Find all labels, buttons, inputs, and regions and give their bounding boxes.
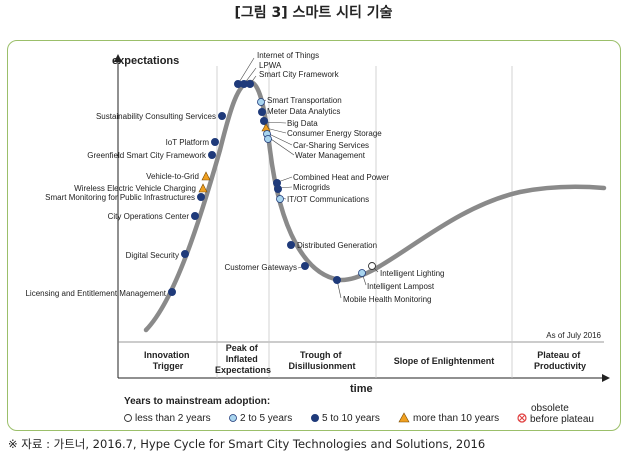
- tech-label: Smart Monitoring for Public Infrastructu…: [45, 193, 195, 202]
- phase-label-trough: Trough of Disillusionment: [288, 350, 355, 371]
- tech-label: IT/OT Communications: [287, 195, 369, 204]
- tech-triangle: [201, 171, 211, 181]
- legend-marker-2to5: [229, 414, 237, 422]
- legend-marker-gt10: [398, 412, 410, 423]
- tech-label: Consumer Energy Storage: [287, 129, 382, 138]
- tech-label: Sustainability Consulting Services: [96, 112, 216, 121]
- y-axis-title: expectations: [112, 55, 179, 67]
- tech-label: Internet of Things: [257, 51, 319, 60]
- phase-label-peak: Peak of Inflated Expectations: [215, 343, 271, 375]
- tech-label: Mobile Health Monitoring: [343, 295, 432, 304]
- tech-label: LPWA: [259, 61, 282, 70]
- tech-label: Distributed Generation: [297, 241, 377, 250]
- legend-marker-5to10: [311, 414, 319, 422]
- tech-label: Greenfield Smart City Framework: [87, 151, 207, 160]
- tech-triangle: [198, 183, 208, 193]
- tech-dot: [301, 262, 309, 270]
- tech-dot: [211, 138, 219, 146]
- legend-title: Years to mainstream adoption:: [124, 396, 270, 407]
- legend-obsolete-label: obsolete: [531, 403, 569, 414]
- tech-label: Water Management: [295, 151, 366, 160]
- tech-dot: [208, 151, 216, 159]
- obsolete-icon-cross: [519, 415, 525, 421]
- tech-label: Digital Security: [126, 251, 179, 260]
- tech-label: City Operations Center: [108, 212, 190, 221]
- tech-dot: [274, 185, 282, 193]
- tech-label: Combined Heat and Power: [293, 173, 389, 182]
- tech-dot: [257, 98, 265, 106]
- legend-label: less than 2 years: [135, 413, 211, 424]
- tech-label: Smart Transportation: [267, 96, 342, 105]
- y-axis-arrow: [114, 54, 122, 62]
- tech-label: IoT Platform: [166, 138, 210, 147]
- tech-dot: [181, 250, 189, 258]
- phase-label-slope: Slope of Enlightenment: [394, 356, 495, 366]
- tech-label: Big Data: [287, 119, 318, 128]
- tech-dot: [191, 212, 199, 220]
- tech-dot: [276, 195, 284, 203]
- legend-marker-lt2: [124, 414, 132, 422]
- as-of-label: As of July 2016: [546, 331, 601, 340]
- tech-dot: [246, 80, 254, 88]
- tech-label: Intelligent Lampost: [367, 282, 435, 291]
- tech-dot: [368, 262, 376, 270]
- phase-label-innovation-trigger: Innovation Trigger: [144, 350, 192, 371]
- legend-label: before plateau: [530, 414, 594, 425]
- tech-label: Car-Sharing Services: [293, 141, 369, 150]
- tech-label: Intelligent Lighting: [380, 269, 445, 278]
- chart-frame: [7, 40, 621, 431]
- hype-curve: [143, 79, 607, 333]
- tech-dot: [333, 276, 341, 284]
- tech-dot: [168, 288, 176, 296]
- tech-label: Meter Data Analytics: [267, 107, 340, 116]
- source-note: ※ 자료 : 가트너, 2016.7, Hype Cycle for Smart…: [8, 437, 486, 451]
- tech-dot: [258, 108, 266, 116]
- phase-label-plateau: Plateau of Productivity: [534, 350, 586, 371]
- tech-dot: [287, 241, 295, 249]
- legend-label: 2 to 5 years: [240, 413, 292, 424]
- tech-dot: [218, 112, 226, 120]
- tech-label: Microgrids: [293, 183, 330, 192]
- tech-label: Licensing and Entitlement Management: [25, 289, 166, 298]
- legend-label: more than 10 years: [413, 413, 499, 424]
- tech-label: Wireless Electric Vehicle Charging: [74, 184, 196, 193]
- x-axis-arrow: [602, 374, 610, 382]
- tech-dot: [260, 117, 268, 125]
- x-axis-title: time: [350, 383, 373, 395]
- tech-dot: [358, 269, 366, 277]
- figure-caption: [그림 3] 스마트 시티 기술: [234, 5, 393, 21]
- tech-dot: [264, 135, 272, 143]
- tech-dot: [197, 193, 205, 201]
- tech-label: Vehicle-to-Grid: [146, 172, 199, 181]
- tech-label: Smart City Framework: [259, 70, 340, 79]
- legend-label: 5 to 10 years: [322, 413, 380, 424]
- tech-label: Customer Gateways: [225, 263, 297, 272]
